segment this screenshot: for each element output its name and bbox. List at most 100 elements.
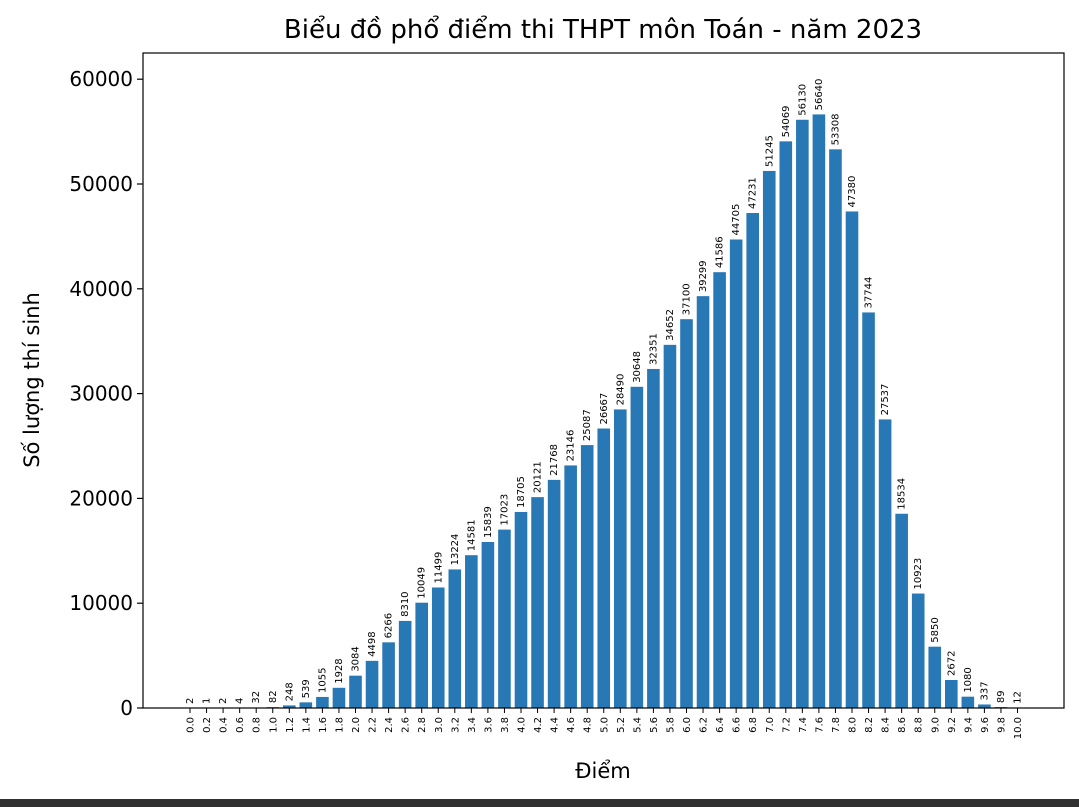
bar-value-label: 39299 [698, 260, 709, 292]
x-axis: 0.0 0.2 0.4 0.6 0.8 1.0 1.2 1.4 1.6 1.8 2.0 2.2 2.4 2… [186, 708, 1024, 739]
bar [299, 702, 313, 708]
bar [796, 119, 809, 708]
bar-value-label: 2 [218, 698, 229, 704]
bar [647, 368, 660, 708]
bar-value-label: 41586 [715, 236, 726, 268]
bar-value-label: 27537 [880, 384, 891, 416]
y-tick-label: 10000 [69, 591, 133, 615]
x-tick-label: 5.2 [616, 717, 627, 733]
bar [779, 141, 793, 709]
y-axis-label: Số lượng thí sinh [20, 292, 44, 468]
x-tick-label: 2.4 [384, 717, 395, 733]
bar-value-label: 6266 [384, 613, 395, 638]
x-tick-label: 2.0 [351, 717, 362, 733]
bar [283, 705, 296, 708]
bar [762, 170, 776, 708]
x-tick-label: 6.6 [732, 717, 743, 733]
bar [514, 511, 528, 708]
bar-value-label: 10049 [417, 567, 428, 599]
bar [878, 419, 892, 708]
x-tick-label: 4.6 [566, 717, 577, 733]
x-tick-label: 9.2 [947, 717, 958, 733]
x-tick-label: 4.4 [550, 717, 561, 733]
x-tick-label: 7.4 [798, 717, 809, 733]
bar-value-label: 13224 [450, 534, 461, 566]
x-tick-label: 4.2 [533, 717, 544, 733]
bar [349, 675, 362, 708]
bar-value-label: 1928 [334, 658, 345, 683]
x-tick-label: 3.2 [450, 717, 461, 733]
bar-value-label: 82 [268, 690, 279, 703]
x-tick-label: 9.8 [996, 717, 1007, 733]
bar-value-label: 26667 [599, 393, 610, 425]
bar [729, 239, 743, 709]
bar [365, 660, 379, 708]
x-tick-label: 1.4 [301, 717, 312, 733]
x-tick-label: 8.0 [848, 717, 859, 733]
x-axis-label: Điểm [575, 759, 630, 783]
x-tick-label: 5.8 [665, 717, 676, 733]
x-tick-label: 5.4 [632, 717, 643, 733]
x-tick-label: 8.8 [914, 717, 925, 733]
x-tick-label: 1.8 [334, 717, 345, 733]
bar-value-label: 10923 [913, 558, 924, 590]
bar-value-label: 2672 [946, 651, 957, 676]
bar-value-label: 3084 [351, 646, 362, 671]
bar [663, 344, 677, 708]
x-tick-label: 6.8 [748, 717, 759, 733]
x-tick-label: 10.0 [1013, 717, 1024, 739]
x-tick-label: 1.6 [318, 717, 329, 733]
bar-value-label: 1055 [317, 667, 328, 692]
bar [448, 569, 462, 708]
x-tick-label: 1.0 [268, 717, 279, 733]
bar [481, 542, 495, 708]
x-tick-label: 3.8 [500, 717, 511, 733]
bar-value-label: 89 [996, 690, 1007, 703]
bar [713, 272, 726, 708]
bar [332, 687, 346, 708]
y-axis: 0 10000 20000 30000 40000 50000 60000 [69, 67, 143, 720]
x-tick-label: 6.4 [715, 717, 726, 733]
bars-layer [183, 114, 1024, 709]
y-tick-label: 50000 [69, 172, 133, 196]
x-tick-label: 2.8 [417, 717, 428, 733]
y-tick-label: 60000 [69, 67, 133, 91]
bar-value-label: 12 [1013, 691, 1024, 704]
chart-title: Biểu đồ phổ điểm thi THPT môn Toán - năm… [284, 14, 922, 45]
bar-value-label: 54069 [781, 106, 792, 138]
bar-value-label: 4498 [367, 631, 378, 656]
x-tick-label: 8.6 [897, 717, 908, 733]
bar-value-label: 18534 [897, 478, 908, 510]
y-tick-label: 40000 [69, 277, 133, 301]
bar [928, 646, 942, 708]
x-tick-label: 2.2 [368, 717, 379, 733]
bar-value-label: 337 [979, 681, 990, 700]
x-tick-label: 7.0 [765, 717, 776, 733]
x-tick-label: 7.6 [814, 717, 825, 733]
bar-value-label: 34652 [665, 309, 676, 341]
bar [911, 593, 925, 708]
bar [614, 409, 627, 708]
bar-value-label: 17023 [499, 494, 510, 526]
bar-value-label: 1080 [963, 667, 974, 692]
bar [895, 513, 908, 708]
bar [498, 529, 511, 708]
x-tick-label: 5.0 [599, 717, 610, 733]
x-tick-label: 2.6 [401, 717, 412, 733]
bar [316, 696, 329, 708]
x-tick-label: 0.4 [219, 717, 230, 733]
bar-value-label: 4 [235, 698, 246, 704]
bar [415, 602, 428, 708]
bar-value-label: 5850 [930, 617, 941, 642]
x-tick-label: 0.0 [186, 717, 197, 733]
bar [597, 428, 611, 708]
bar-value-label: 37744 [864, 277, 875, 309]
bar [945, 680, 958, 708]
bar [862, 312, 875, 708]
x-tick-label: 3.4 [467, 717, 478, 733]
bar-value-label: 28490 [615, 374, 626, 406]
bar-value-label: 53308 [830, 114, 841, 146]
bar-value-label: 248 [284, 682, 295, 701]
bar [564, 465, 577, 708]
